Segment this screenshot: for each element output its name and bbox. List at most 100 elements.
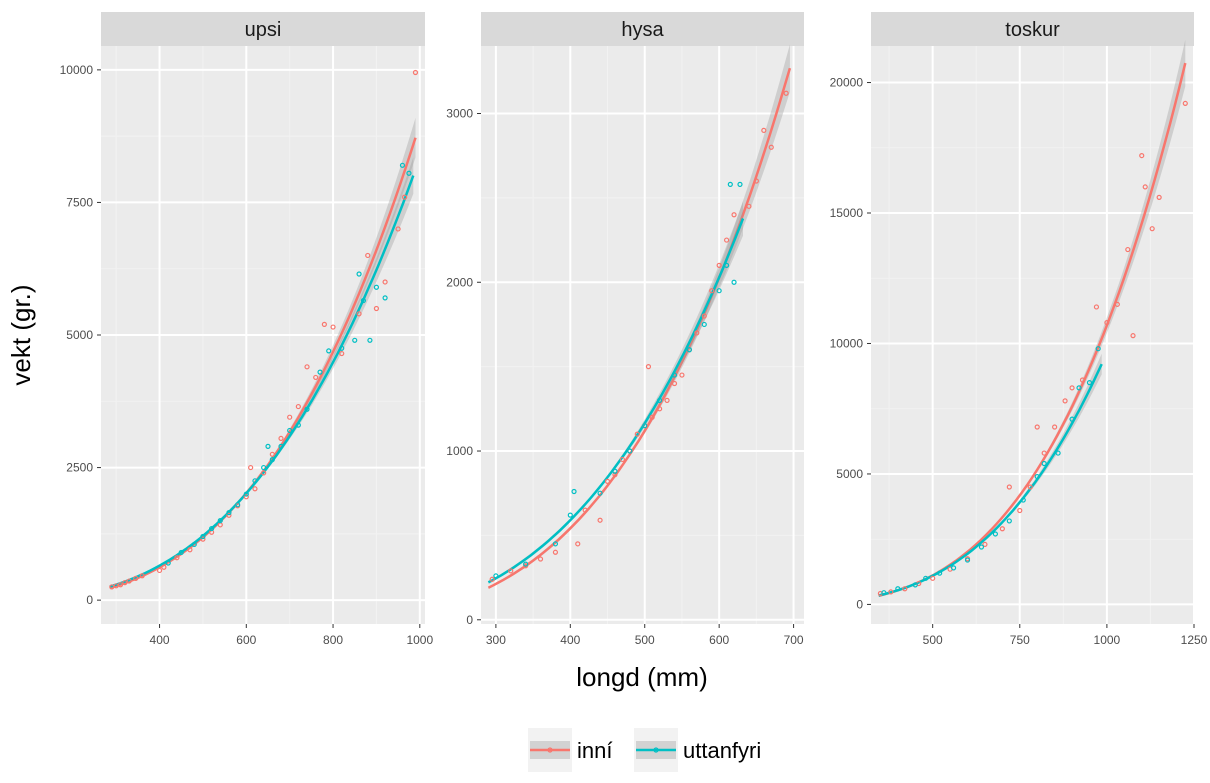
data-point (761, 127, 767, 133)
data-point (1093, 304, 1100, 310)
data-point (399, 162, 406, 168)
y-tick-label: 7500 (66, 195, 93, 209)
data-point (1076, 385, 1082, 391)
data-point (723, 237, 730, 243)
data-point (406, 170, 412, 176)
facet-strip (871, 12, 1194, 46)
data-point (1114, 301, 1120, 307)
data-point (597, 490, 603, 496)
y-tick-label: 15000 (830, 206, 864, 220)
y-tick-label: 1000 (446, 444, 473, 458)
data-point (261, 470, 267, 476)
data-point (178, 549, 184, 556)
data-point (888, 589, 894, 595)
data-point (982, 541, 988, 548)
x-tick-label: 1000 (406, 633, 433, 647)
data-point (768, 144, 774, 150)
facet-title: hysa (621, 19, 664, 41)
data-point (612, 472, 618, 478)
data-point (657, 406, 663, 412)
data-point (139, 573, 145, 579)
data-point (217, 517, 223, 524)
data-point (1142, 184, 1148, 190)
data-point (523, 563, 529, 569)
y-tick-label: 0 (856, 597, 863, 611)
x-tick-label: 400 (560, 633, 580, 647)
panel-background (481, 46, 804, 624)
data-point (1156, 194, 1162, 200)
data-point (412, 69, 419, 76)
data-point (902, 586, 908, 592)
y-tick-label: 2500 (66, 461, 93, 475)
data-point (133, 575, 139, 581)
data-point (737, 181, 743, 187)
data-point (1041, 450, 1047, 456)
data-point (716, 288, 722, 294)
data-point (1027, 484, 1033, 490)
data-point (746, 203, 752, 209)
data-point (694, 330, 700, 336)
data-point (156, 567, 163, 574)
data-point (352, 337, 358, 343)
data-point (248, 464, 254, 471)
data-point (552, 549, 559, 555)
y-tick-label: 5000 (66, 328, 93, 342)
data-point (679, 372, 685, 378)
fit-line (109, 175, 415, 588)
data-point (360, 297, 367, 304)
data-point (686, 347, 692, 353)
data-point (373, 305, 380, 312)
data-point (664, 397, 670, 403)
x-tick-label: 600 (709, 633, 729, 647)
fit-line (878, 363, 1103, 597)
data-point (278, 443, 284, 449)
data-point (174, 555, 180, 561)
data-point (930, 575, 936, 581)
data-point (252, 486, 258, 492)
data-point (161, 564, 167, 570)
facet-strip (481, 12, 804, 46)
y-axis-title: vekt (gr.) (6, 284, 36, 385)
data-point (330, 324, 336, 330)
data-point (709, 288, 715, 294)
data-point (317, 369, 323, 375)
data-point (339, 345, 345, 351)
x-tick-label: 600 (236, 633, 256, 647)
data-point (508, 568, 514, 574)
legend-key-point (547, 747, 553, 753)
data-point (937, 570, 943, 576)
data-point (731, 279, 737, 285)
data-point (537, 556, 544, 562)
facet-title: toskur (1005, 19, 1060, 41)
data-point (649, 414, 655, 420)
data-point (1149, 226, 1155, 232)
data-point (493, 573, 499, 579)
data-point (287, 427, 293, 434)
data-point (671, 372, 678, 378)
y-tick-label: 10000 (60, 63, 94, 77)
data-point (235, 502, 241, 508)
data-point (382, 295, 388, 301)
data-point (226, 510, 232, 516)
data-point (950, 565, 957, 571)
data-point (1062, 398, 1068, 404)
data-point (165, 560, 171, 566)
data-point (200, 533, 206, 540)
data-point (523, 561, 529, 567)
legend-label: uttanfyri (683, 738, 761, 763)
data-point (619, 456, 626, 463)
data-point (895, 586, 901, 592)
data-point (912, 582, 918, 588)
data-point (1125, 246, 1131, 253)
x-tick-label: 800 (323, 633, 343, 647)
data-point (1034, 473, 1040, 480)
data-point (671, 380, 678, 387)
data-point (552, 541, 559, 547)
data-point (226, 512, 232, 518)
y-tick-label: 2000 (446, 275, 473, 289)
x-tick-label: 300 (486, 633, 506, 647)
data-point (373, 284, 380, 290)
data-point (701, 313, 707, 319)
